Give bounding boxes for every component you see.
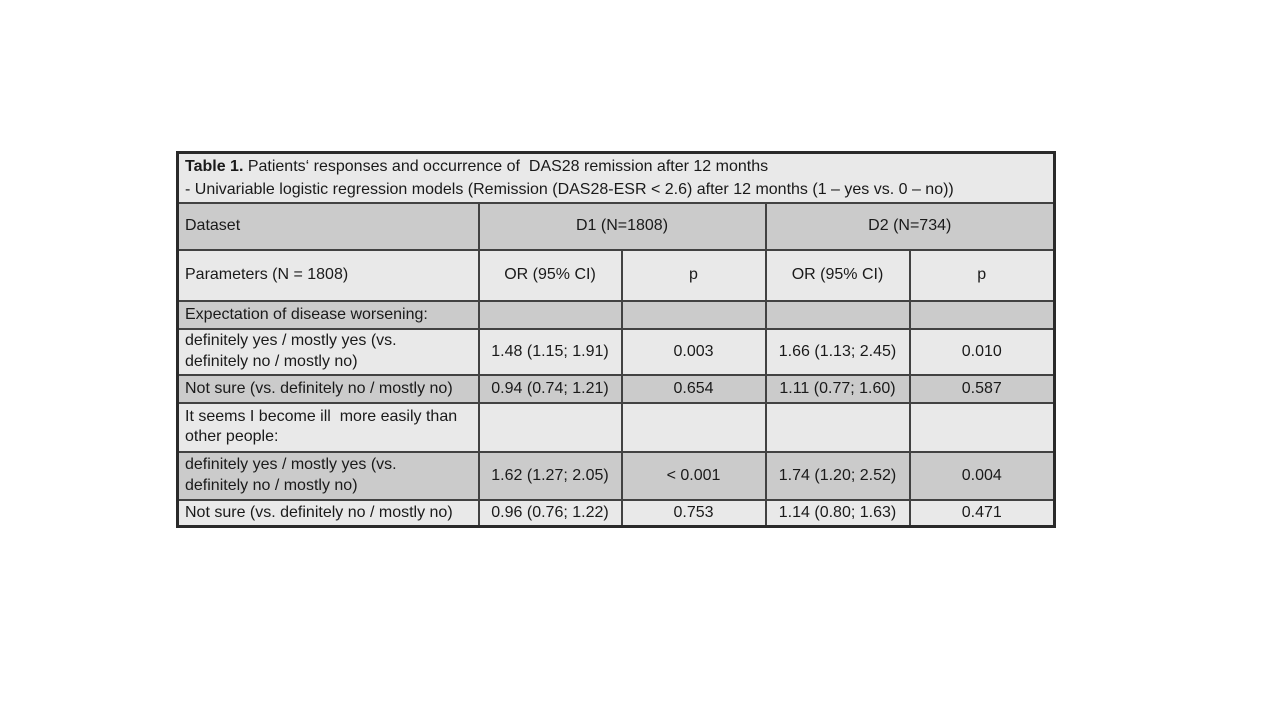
d2-p-cell: 0.471	[908, 498, 1056, 528]
d2-or-cell	[764, 401, 911, 453]
table-row-section-ill-easily: It seems I become ill more easily than o…	[176, 401, 1056, 453]
d2-or-header-cell: OR (95% CI)	[764, 249, 911, 303]
d1-p-cell: < 0.001	[620, 450, 767, 501]
d1-or-cell: 0.96 (0.76; 1.22)	[477, 498, 623, 528]
table-row-section-expectation: Expectation of disease worsening:	[176, 300, 1056, 331]
d2-or-cell: 1.66 (1.13; 2.45)	[764, 328, 911, 376]
d1-p-header-cell: p	[620, 249, 767, 303]
table-row-title: Table 1. Patients‘ responses and occurre…	[176, 151, 1056, 205]
table-title-text: Patients‘ responses and occurrence of DA…	[243, 158, 769, 175]
dataset-header-cell: Dataset	[176, 202, 480, 252]
d1-or-cell	[477, 401, 623, 453]
d2-or-cell: 1.11 (0.77; 1.60)	[764, 373, 911, 404]
row-label-cell: definitely yes / mostly yes (vs. definit…	[176, 450, 480, 501]
table-row-data: Not sure (vs. definitely no / mostly no)…	[176, 373, 1056, 404]
row-label-cell: It seems I become ill more easily than o…	[176, 401, 480, 453]
d2-p-cell: 0.587	[908, 373, 1056, 404]
d2-group-header-cell: D2 (N=734)	[764, 202, 1056, 252]
table-row-data: Not sure (vs. definitely no / mostly no)…	[176, 498, 1056, 528]
d1-or-cell: 0.94 (0.74; 1.21)	[477, 373, 623, 404]
table-title-label: Table 1.	[185, 158, 244, 175]
d2-p-cell: 0.010	[908, 328, 1056, 376]
d2-or-cell	[764, 300, 911, 331]
table-row-data: definitely yes / mostly yes (vs. definit…	[176, 450, 1056, 501]
table-row-dataset-header: Dataset D1 (N=1808) D2 (N=734)	[176, 202, 1056, 252]
d1-or-cell	[477, 300, 623, 331]
d1-p-cell	[620, 401, 767, 453]
d1-p-cell	[620, 300, 767, 331]
table-title-cell: Table 1. Patients‘ responses and occurre…	[176, 151, 1056, 205]
d2-p-cell	[908, 300, 1056, 331]
d2-or-cell: 1.74 (1.20; 2.52)	[764, 450, 911, 501]
d1-or-header-cell: OR (95% CI)	[477, 249, 623, 303]
parameters-header-cell: Parameters (N = 1808)	[176, 249, 480, 303]
d2-or-cell: 1.14 (0.80; 1.63)	[764, 498, 911, 528]
d2-p-header-cell: p	[908, 249, 1056, 303]
row-label-cell: Not sure (vs. definitely no / mostly no)	[176, 373, 480, 404]
d2-p-cell	[908, 401, 1056, 453]
d1-p-cell: 0.003	[620, 328, 767, 376]
d1-or-cell: 1.62 (1.27; 2.05)	[477, 450, 623, 501]
row-label-cell: Not sure (vs. definitely no / mostly no)	[176, 498, 480, 528]
table-container: Table 1. Patients‘ responses and occurre…	[176, 151, 1056, 529]
d1-group-header-cell: D1 (N=1808)	[477, 202, 767, 252]
table-row-data: definitely yes / mostly yes (vs. definit…	[176, 328, 1056, 376]
row-label-cell: Expectation of disease worsening:	[176, 300, 480, 331]
row-label-cell: definitely yes / mostly yes (vs. definit…	[176, 328, 480, 376]
d1-p-cell: 0.654	[620, 373, 767, 404]
results-table: Table 1. Patients‘ responses and occurre…	[176, 151, 1056, 529]
d2-p-cell: 0.004	[908, 450, 1056, 501]
d1-or-cell: 1.48 (1.15; 1.91)	[477, 328, 623, 376]
table-subtitle-text: - Univariable logistic regression models…	[185, 181, 954, 199]
d1-p-cell: 0.753	[620, 498, 767, 528]
table-row-subheader: Parameters (N = 1808) OR (95% CI) p OR (…	[176, 249, 1056, 303]
